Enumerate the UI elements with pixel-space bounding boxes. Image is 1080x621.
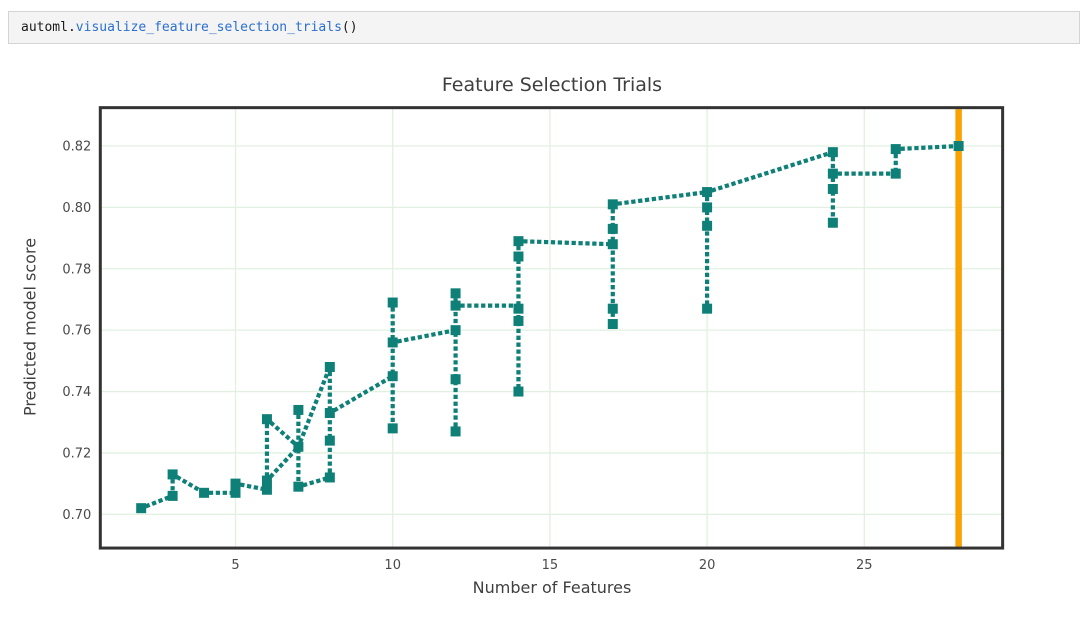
- trial-marker: [827, 147, 838, 158]
- trial-marker: [167, 469, 178, 480]
- trial-marker: [890, 168, 901, 179]
- trial-connector-line: [263, 443, 302, 484]
- trial-marker: [890, 144, 901, 155]
- trial-marker: [230, 487, 241, 498]
- y-axis-label: Predicted model score: [20, 237, 40, 417]
- trial-marker: [324, 408, 335, 419]
- trial-marker: [827, 183, 838, 194]
- x-axis-label: Number of Features: [472, 578, 632, 597]
- trial-marker: [953, 141, 964, 152]
- y-tick-label: 0.70: [62, 508, 91, 523]
- trial-connector-line: [263, 416, 302, 450]
- code-call-parens: (): [341, 20, 358, 35]
- y-tick-label: 0.72: [62, 446, 91, 461]
- x-tick-label: 15: [542, 558, 559, 573]
- trial-marker: [450, 374, 461, 385]
- trial-marker: [261, 414, 272, 425]
- trial-marker: [513, 303, 524, 314]
- x-tick-label: 5: [231, 558, 239, 573]
- trial-marker: [293, 441, 304, 452]
- trial-marker: [607, 239, 618, 250]
- trial-connector-line: [390, 327, 459, 345]
- trial-connector-line: [169, 471, 207, 496]
- trial-marker: [513, 386, 524, 397]
- trial-marker: [261, 484, 272, 495]
- trial-marker: [387, 371, 398, 382]
- trial-marker: [702, 303, 713, 314]
- trial-marker: [450, 325, 461, 336]
- trial-connector-line: [233, 481, 270, 493]
- trial-marker: [387, 297, 398, 308]
- trial-marker: [827, 168, 838, 179]
- y-tick-label: 0.76: [62, 324, 91, 339]
- y-tick-label: 0.82: [62, 140, 91, 155]
- code-method-token: visualize_feature_selection_trials: [75, 20, 342, 35]
- trial-marker: [513, 236, 524, 247]
- trial-marker: [513, 251, 524, 262]
- trial-marker: [324, 472, 335, 483]
- y-tick-label: 0.78: [62, 262, 91, 277]
- trial-marker: [827, 217, 838, 228]
- trial-marker: [702, 187, 713, 198]
- trial-connector-line: [138, 493, 176, 511]
- trial-connector-line: [516, 238, 615, 247]
- trial-marker: [607, 303, 618, 314]
- trial-marker: [261, 475, 272, 486]
- trial-marker: [513, 315, 524, 326]
- code-input-cell[interactable]: automl.visualize_feature_selection_trial…: [8, 11, 1080, 44]
- trial-marker: [230, 478, 241, 489]
- plot-spines: [98, 106, 1005, 550]
- trial-marker: [450, 426, 461, 437]
- trial-marker: [607, 199, 618, 210]
- trial-marker: [324, 361, 335, 372]
- code-object-token: automl.: [21, 20, 76, 35]
- trial-marker: [387, 423, 398, 434]
- trial-marker: [450, 288, 461, 299]
- trial-marker: [167, 490, 178, 501]
- trial-marker: [450, 300, 461, 311]
- trial-connector-line: [295, 474, 333, 490]
- y-tick-label: 0.74: [62, 385, 91, 400]
- trial-connector-line: [295, 364, 333, 450]
- y-tick-label: 0.80: [62, 201, 91, 216]
- chart-title: Feature Selection Trials: [441, 74, 663, 96]
- trial-marker: [136, 503, 147, 514]
- x-tick-label: 10: [384, 558, 401, 573]
- trial-connector-line: [704, 149, 836, 195]
- trial-marker: [702, 202, 713, 213]
- trial-marker: [607, 319, 618, 330]
- x-tick-label: 20: [699, 558, 716, 573]
- x-tick-label: 25: [856, 558, 873, 573]
- trial-marker: [702, 220, 713, 231]
- trial-marker: [607, 223, 618, 234]
- trial-marker: [293, 404, 304, 415]
- trial-marker: [199, 487, 210, 498]
- trial-connector-line: [326, 373, 396, 416]
- trial-marker: [387, 337, 398, 348]
- trial-marker: [324, 435, 335, 446]
- trial-marker: [293, 481, 304, 492]
- trial-connector-line: [610, 189, 710, 207]
